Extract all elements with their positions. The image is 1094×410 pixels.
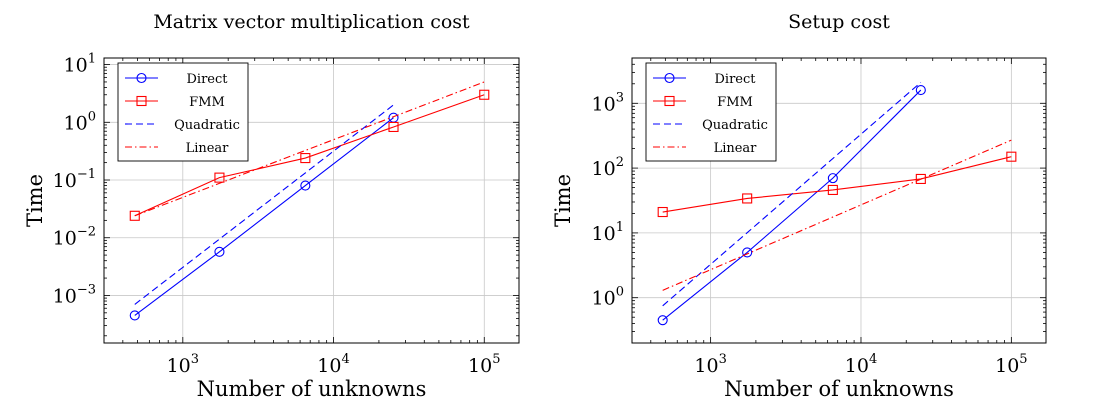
y-axis-label: Time: [23, 174, 47, 227]
legend-marker: [136, 95, 147, 107]
legend: Direct FMM Quadratic Linear: [645, 62, 777, 162]
x-tick-label: 104: [845, 352, 877, 377]
legend-item-quadratic: Quadratic: [125, 118, 240, 133]
legend-label: Direct: [715, 72, 757, 87]
data-point: [915, 85, 926, 96]
data-point: [300, 180, 311, 191]
y-tick-label: 100: [592, 285, 624, 310]
chart-2: 103 104 105 100 101 102 103 Setup cost Number of…: [551, 11, 1047, 401]
data-point: [214, 246, 225, 257]
data-point: [129, 310, 140, 321]
y-tick-label: 10−1: [53, 167, 96, 192]
legend-box: [645, 62, 777, 162]
series-line: [662, 81, 922, 307]
data-point: [1006, 151, 1017, 162]
plot-frame: [103, 57, 520, 344]
data-point: [827, 173, 838, 184]
legend-item-linear: Linear: [653, 141, 757, 156]
legend-item-fmm: FMM: [125, 95, 225, 110]
legend-item-direct: Direct: [125, 72, 228, 87]
x-tick-label: 105: [468, 352, 500, 377]
legend-marker: [664, 72, 675, 84]
data-point: [300, 153, 311, 164]
y-tick-label: 102: [592, 155, 624, 180]
legend-label: FMM: [189, 95, 225, 110]
x-tick-label: 103: [167, 352, 199, 377]
series-fmm: [129, 89, 490, 221]
plot-frame: [631, 57, 1047, 344]
chart-title: Setup cost: [788, 11, 890, 33]
y-tick-label: 101: [64, 52, 96, 77]
x-tick-label: 104: [317, 352, 349, 377]
legend-label: Linear: [714, 141, 758, 156]
legend-item-direct: Direct: [653, 72, 756, 87]
x-tick-label: 105: [995, 352, 1027, 377]
data-point: [214, 172, 225, 183]
series-fmm: [657, 151, 1017, 218]
legend-item-quadratic: Quadratic: [653, 118, 768, 133]
legend-label: Quadratic: [702, 118, 768, 133]
chart-title: Matrix vector multiplication cost: [153, 11, 470, 33]
series-line: [662, 156, 1012, 213]
y-tick-label: 101: [592, 220, 624, 245]
legend-box: [117, 62, 249, 162]
x-axis-label: Number of unknowns: [724, 377, 954, 401]
series-line: [134, 81, 485, 217]
y-tick-label: 103: [592, 90, 624, 115]
series-quadratic: [662, 81, 922, 307]
chart-1: 103 104 105 10−3 10−2 10−1 100 101 Matrix vector…: [23, 11, 520, 401]
series-line: [662, 89, 922, 321]
y-tick-label: 10−3: [53, 282, 96, 307]
data-point: [742, 193, 753, 204]
legend-label: FMM: [717, 95, 753, 110]
y-axis-label: Time: [551, 174, 575, 227]
data-point: [129, 210, 140, 221]
legend-label: Direct: [187, 72, 229, 87]
x-tick-label: 103: [694, 352, 726, 377]
data-point: [657, 315, 668, 326]
data-point: [657, 206, 668, 218]
series-direct: [657, 85, 926, 326]
data-point: [915, 173, 926, 185]
legend: Direct FMM Quadratic Linear: [117, 62, 249, 162]
plot-area: [657, 81, 1017, 326]
series-line: [134, 94, 485, 217]
data-point: [479, 89, 490, 100]
x-axis-label: Number of unknowns: [197, 377, 427, 401]
series-linear: [134, 81, 485, 217]
legend-label: Linear: [186, 141, 230, 156]
legend-item-fmm: FMM: [653, 95, 753, 110]
legend-item-linear: Linear: [125, 141, 229, 156]
data-point: [827, 184, 838, 196]
series-linear: [662, 139, 1012, 291]
series-direct: [129, 112, 399, 321]
legend-marker: [136, 72, 147, 84]
data-point: [388, 121, 399, 133]
series-line: [134, 117, 394, 316]
y-tick-label: 100: [64, 109, 96, 134]
legend-label: Quadratic: [174, 118, 240, 133]
y-tick-label: 10−2: [53, 225, 96, 250]
series-line: [662, 139, 1012, 291]
data-point: [742, 247, 753, 258]
legend-marker: [664, 95, 675, 107]
plot-area: [129, 81, 490, 321]
